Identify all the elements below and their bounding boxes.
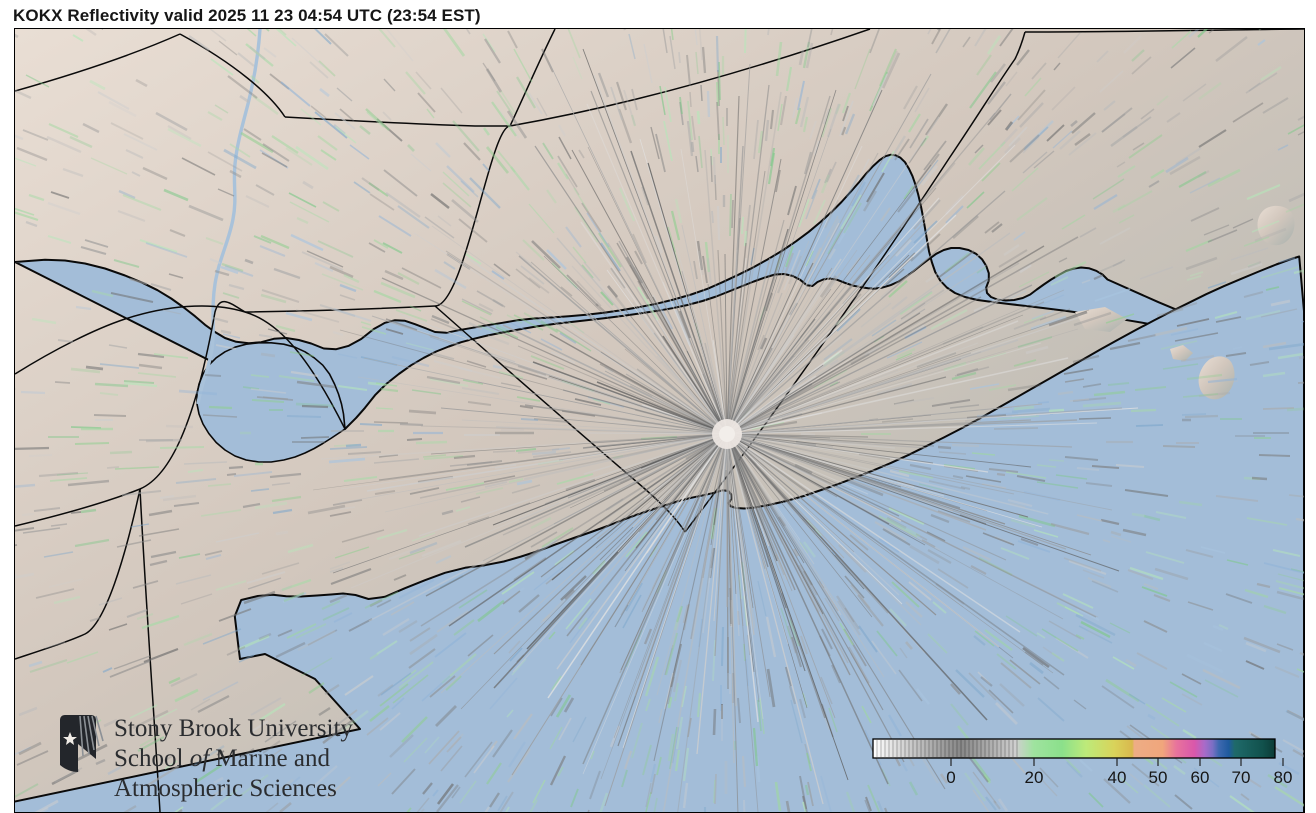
svg-text:50: 50 xyxy=(1149,768,1168,787)
svg-text:80: 80 xyxy=(1274,768,1293,787)
svg-text:70: 70 xyxy=(1232,768,1251,787)
svg-text:20: 20 xyxy=(1025,768,1044,787)
svg-text:School of Marine and: School of Marine and xyxy=(114,745,330,772)
svg-text:Stony Brook University: Stony Brook University xyxy=(114,715,353,742)
svg-text:Atmospheric Sciences: Atmospheric Sciences xyxy=(114,775,337,802)
svg-text:0: 0 xyxy=(946,768,955,787)
svg-text:40: 40 xyxy=(1108,768,1127,787)
svg-text:60: 60 xyxy=(1191,768,1210,787)
